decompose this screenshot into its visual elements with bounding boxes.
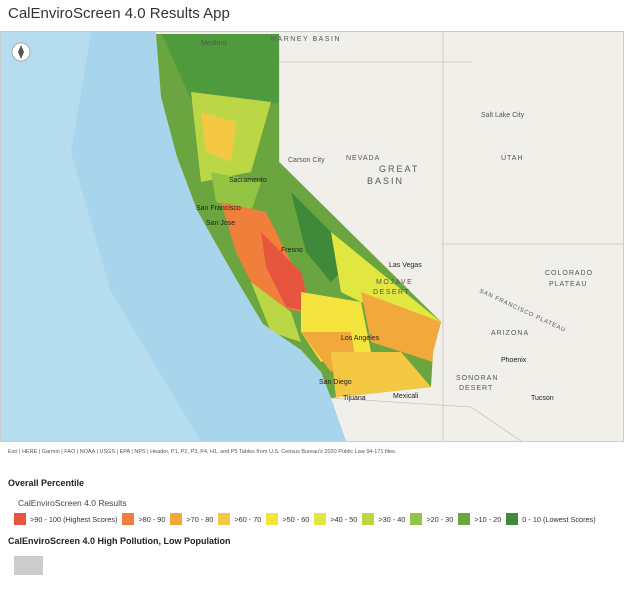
legend-label: >20 - 30 (426, 514, 454, 524)
map-label: Tijuana (343, 395, 366, 402)
legend-item: >10 - 20 (458, 513, 501, 525)
legend-label: >70 - 80 (186, 514, 214, 524)
legend-swatch (314, 513, 327, 525)
map-label: San Francisco (196, 205, 241, 212)
map-label: Los Angeles (341, 335, 380, 342)
map-label: DESERT (373, 289, 410, 296)
map-label: Sacramento (229, 177, 267, 184)
legend-label: >60 - 70 (234, 514, 262, 524)
legend-layer: CalEnviroScreen 4.0 Results (18, 498, 127, 508)
legend-label: 0 - 10 (Lowest Scores) (522, 514, 596, 524)
map-label: Salt Lake City (481, 112, 525, 119)
legend-item: >40 - 50 (314, 513, 357, 525)
legend2-swatch (14, 556, 43, 575)
legend-swatch (122, 513, 135, 525)
map-label: DESERT (459, 385, 493, 392)
legend-item: >70 - 80 (170, 513, 213, 525)
legend-title: Overall Percentile (8, 478, 85, 488)
legend-swatch (14, 513, 26, 525)
legend2-title: CalEnviroScreen 4.0 High Pollution, Low … (8, 536, 231, 546)
map-label: SONORAN (456, 375, 498, 382)
map-label: ARIZONA (491, 330, 529, 337)
map-label: Tucson (531, 395, 554, 402)
map-label: UTAH (501, 155, 524, 162)
map-label: BASIN (367, 176, 404, 186)
legend-swatch (170, 513, 183, 525)
legend-item: 0 - 10 (Lowest Scores) (506, 513, 596, 525)
legend-label: >50 - 60 (282, 514, 310, 524)
map-label: HARNEY BASIN (271, 36, 341, 43)
legend-swatch (266, 513, 279, 525)
map-label: Phoenix (501, 357, 527, 364)
app-title: CalEnviroScreen 4.0 Results App (8, 5, 230, 22)
legend-item: >50 - 60 (266, 513, 309, 525)
map-label: MOJAVE (376, 279, 413, 286)
legend-item: >80 - 90 (122, 513, 165, 525)
legend-item: >20 - 30 (410, 513, 453, 525)
legend-label: >90 - 100 (Highest Scores) (30, 514, 118, 524)
map-label: Medford (201, 40, 227, 47)
map-label: PLATEAU (549, 281, 587, 288)
map-label: San Diego (319, 379, 352, 386)
legend-swatch (362, 513, 375, 525)
map-label: COLORADO (545, 270, 593, 277)
legend-swatch (506, 513, 519, 525)
legend-label: >30 - 40 (378, 514, 406, 524)
map-label: Mexicali (393, 393, 419, 400)
map-label: GREAT (379, 164, 419, 174)
map-label: Las Vegas (389, 262, 422, 269)
legend-swatch (218, 513, 231, 525)
legend-item: >60 - 70 (218, 513, 261, 525)
map-label: San Jose (206, 220, 235, 227)
map-label: Fresno (281, 247, 303, 254)
legend-item: >30 - 40 (362, 513, 405, 525)
legend-label: >40 - 50 (330, 514, 358, 524)
legend-items: >90 - 100 (Highest Scores) >80 - 90 >70 - … (14, 513, 596, 525)
attribution: Esri | HERE | Garmin | FAO | NOAA | USGS… (8, 449, 397, 455)
map-label: Carson City (288, 157, 325, 164)
legend-label: >80 - 90 (138, 514, 166, 524)
compass-needle (18, 45, 24, 59)
map[interactable]: Medford HARNEY BASIN Carson City NEVADA … (0, 31, 624, 442)
ocean-shallow (1, 32, 201, 441)
legend-item: >90 - 100 (Highest Scores) (14, 513, 117, 525)
legend-swatch (458, 513, 471, 525)
map-label: NEVADA (346, 155, 380, 162)
legend-label: >10 - 20 (474, 514, 502, 524)
legend-swatch (410, 513, 423, 525)
